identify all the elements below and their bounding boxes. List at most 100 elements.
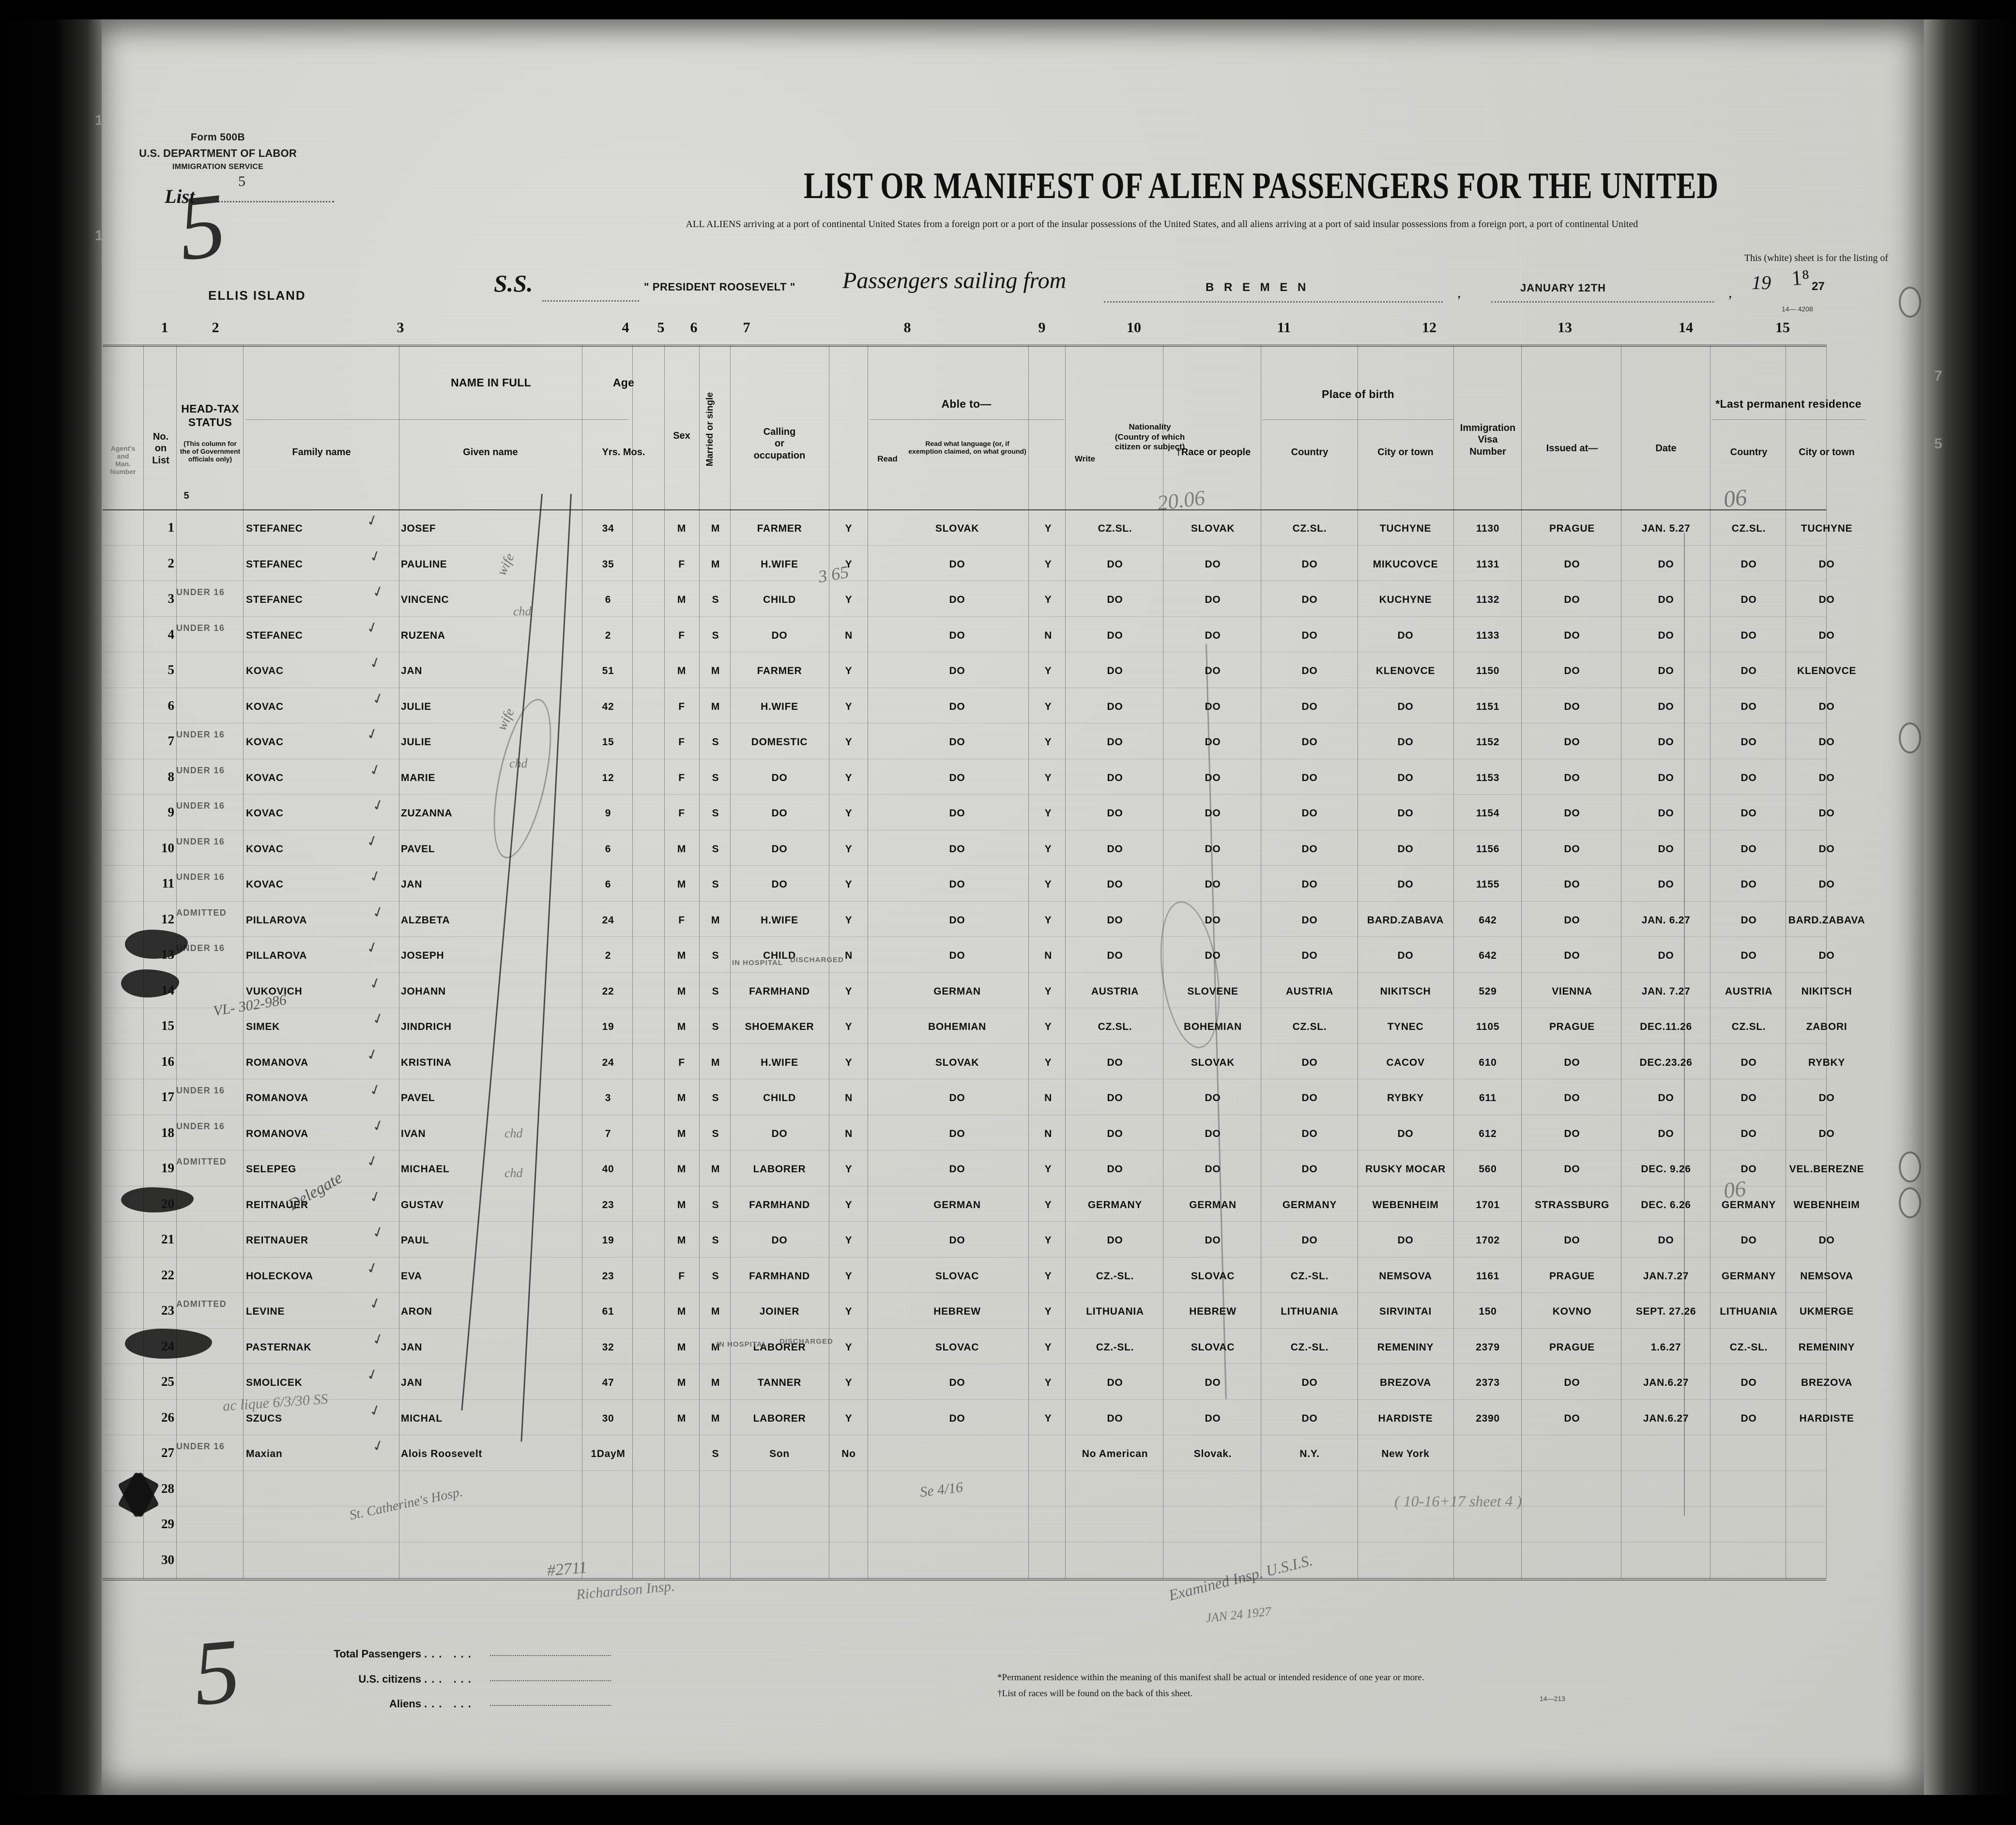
cell-read: Y xyxy=(845,1270,853,1282)
cell-yrs: 7 xyxy=(605,1128,611,1139)
col-sep-visa xyxy=(1521,345,1522,1579)
cell-lang: DO xyxy=(949,1377,965,1388)
cell-sex: F xyxy=(678,701,685,712)
cell-given: JULIE xyxy=(401,736,432,748)
row-number: 5 xyxy=(168,662,175,677)
cell-visa: 1130 xyxy=(1476,523,1500,534)
header-last-permanent-residence: *Last permanent residence xyxy=(1715,398,1862,410)
col-sep-lang xyxy=(1028,345,1029,1579)
cell-bcity: BREZOVA xyxy=(1379,1377,1431,1388)
cell-date: JAN. 6.27 xyxy=(1641,914,1691,926)
edge-artifact-right-2: 5 xyxy=(1934,436,1942,452)
cell-write: N xyxy=(1044,1128,1052,1139)
cell-rcity: NEMSOVA xyxy=(1800,1270,1853,1282)
cell-visa: 1153 xyxy=(1476,772,1500,783)
cell-rcountry: DO xyxy=(1741,843,1757,855)
header-no-on-list: No. on List xyxy=(152,431,169,466)
cell-calling: DO xyxy=(771,879,788,890)
column-number-4: 4 xyxy=(622,320,629,336)
cell-family: KOVAC xyxy=(246,772,284,783)
cell-write: Y xyxy=(1044,1235,1052,1246)
cell-lang: DO xyxy=(949,950,965,961)
cell-date: JAN.6.27 xyxy=(1643,1377,1689,1388)
cell-ms: S xyxy=(712,1270,719,1282)
header-yrs-mos: Yrs. Mos. xyxy=(602,447,645,458)
header-issued-at: Issued at— xyxy=(1546,443,1598,454)
cell-yrs: 19 xyxy=(602,1235,614,1246)
cell-ms: S xyxy=(712,879,719,890)
col-sep-no xyxy=(176,345,177,1579)
cell-issued: DO xyxy=(1564,1092,1580,1104)
cell-yrs: 2 xyxy=(605,629,611,641)
row-number: 4 xyxy=(168,627,175,642)
header-read: Read xyxy=(877,454,898,463)
cell-calling: CHILD xyxy=(763,950,796,961)
cell-rcountry: DO xyxy=(1741,950,1757,961)
cell-rcity: DO xyxy=(1818,950,1835,961)
cell-lang: DO xyxy=(949,701,965,712)
cell-rcountry: DO xyxy=(1741,594,1757,605)
header-calling-occupation: Calling or occupation xyxy=(753,427,806,461)
cell-write: Y xyxy=(1044,808,1052,819)
cell-given: JAN xyxy=(401,1341,423,1353)
cell-date: DO xyxy=(1658,808,1674,819)
header-residence-country: Country xyxy=(1730,447,1768,458)
cell-date: DO xyxy=(1658,594,1674,605)
cell-ms: S xyxy=(712,736,719,748)
cell-read: N xyxy=(845,1092,853,1104)
cell-sex: F xyxy=(678,808,685,819)
cell-ms: S xyxy=(712,808,719,819)
cell-rcountry: DO xyxy=(1741,558,1757,570)
ink-blotch-row23 xyxy=(125,1329,212,1359)
cell-yrs: 34 xyxy=(602,523,614,534)
cell-nationality: CZ.SL. xyxy=(1098,1021,1132,1032)
cell-rcity: DO xyxy=(1818,736,1835,748)
cell-yrs: 3 xyxy=(605,1092,611,1104)
cell-yrs: 40 xyxy=(602,1164,614,1175)
col-sep-yrs xyxy=(632,345,633,1579)
header-head-tax-note: (This column for the of Government offic… xyxy=(180,440,241,463)
cell-bcity: NIKITSCH xyxy=(1380,985,1431,997)
cell-bcity: DO xyxy=(1397,736,1414,748)
cell-bcountry: DO xyxy=(1301,1092,1318,1104)
cell-nationality: LITHUANIA xyxy=(1086,1306,1144,1317)
row-separator xyxy=(103,794,1826,795)
cell-bcity: BARD.ZABAVA xyxy=(1367,914,1444,926)
cell-ms: S xyxy=(712,1021,719,1032)
header-head-tax-status: HEAD-TAX STATUS xyxy=(181,402,239,429)
cell-calling: FARMHAND xyxy=(749,1199,810,1211)
cell-visa: 1133 xyxy=(1476,629,1500,641)
row-separator xyxy=(103,616,1826,617)
year-suffix: 27 xyxy=(1812,280,1825,293)
cell-lang: DO xyxy=(949,1164,965,1175)
cell-issued: DO xyxy=(1564,558,1580,570)
column-number-8: 8 xyxy=(903,320,911,336)
cell-bcountry: DO xyxy=(1301,594,1318,605)
cell-given: MICHAEL xyxy=(401,1164,450,1175)
row-separator xyxy=(103,865,1826,866)
header-date: Date xyxy=(1655,443,1677,454)
row-separator xyxy=(103,1043,1826,1044)
cell-nationality: DO xyxy=(1107,879,1123,890)
header-race-or-people: †Race or people xyxy=(1176,447,1251,458)
cell-sex: M xyxy=(677,843,687,855)
cell-family: STEFANEC xyxy=(246,629,303,641)
document-scan xyxy=(92,18,1927,1795)
cell-nationality: No American xyxy=(1082,1448,1148,1459)
cell-family: KOVAC xyxy=(246,736,284,748)
cell-visa: 1151 xyxy=(1476,701,1500,712)
cell-nationality: DO xyxy=(1107,1235,1123,1246)
cell-yrs: 24 xyxy=(602,914,614,926)
cell-write: Y xyxy=(1044,594,1052,605)
cell-race: SLOVAC xyxy=(1191,1341,1235,1353)
cell-rcity: UKMERGE xyxy=(1799,1306,1854,1317)
cell-lang: DO xyxy=(949,558,965,570)
cell-visa: 1155 xyxy=(1476,879,1500,890)
cell-date: DO xyxy=(1658,1235,1674,1246)
totals-row-us-citizens: U.S. citizens ... ... xyxy=(310,1667,611,1692)
cell-write: Y xyxy=(1044,665,1052,676)
head-tax-status: UNDER 16 xyxy=(176,801,225,811)
row-number: 28 xyxy=(161,1481,174,1496)
header-agent-number: Agent's and Man. Number xyxy=(110,445,136,476)
row-number: 19 xyxy=(161,1161,174,1175)
